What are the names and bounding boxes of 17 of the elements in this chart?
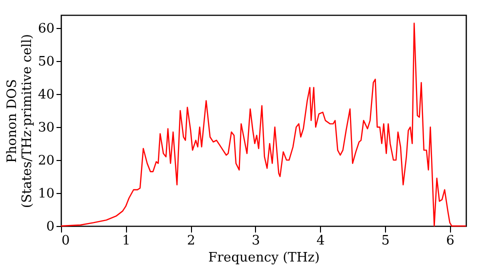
y-tick-label: 20: [38, 154, 54, 169]
y-tick-label: 10: [38, 186, 54, 202]
x-tick-label: 5: [381, 234, 390, 248]
y-tick-label: 0: [46, 220, 54, 234]
x-tick-label: 4: [316, 234, 325, 248]
y-axis-title: Phonon DOS (States/THz·primitive cell): [4, 34, 35, 208]
y-tick-label: 50: [38, 54, 54, 70]
line-series: [60, 22, 467, 227]
x-tick-label: 0: [62, 234, 70, 248]
x-axis-title: Frequency (THz): [208, 250, 320, 266]
y-tick-label: 40: [38, 88, 54, 103]
x-tick-label: 3: [252, 234, 260, 248]
x-tick-label: 6: [446, 234, 454, 248]
y-tick-label: 60: [38, 22, 54, 37]
x-tick-label: 1: [122, 234, 130, 248]
y-tick-label: 30: [38, 120, 54, 136]
x-tick-label: 2: [186, 234, 196, 248]
